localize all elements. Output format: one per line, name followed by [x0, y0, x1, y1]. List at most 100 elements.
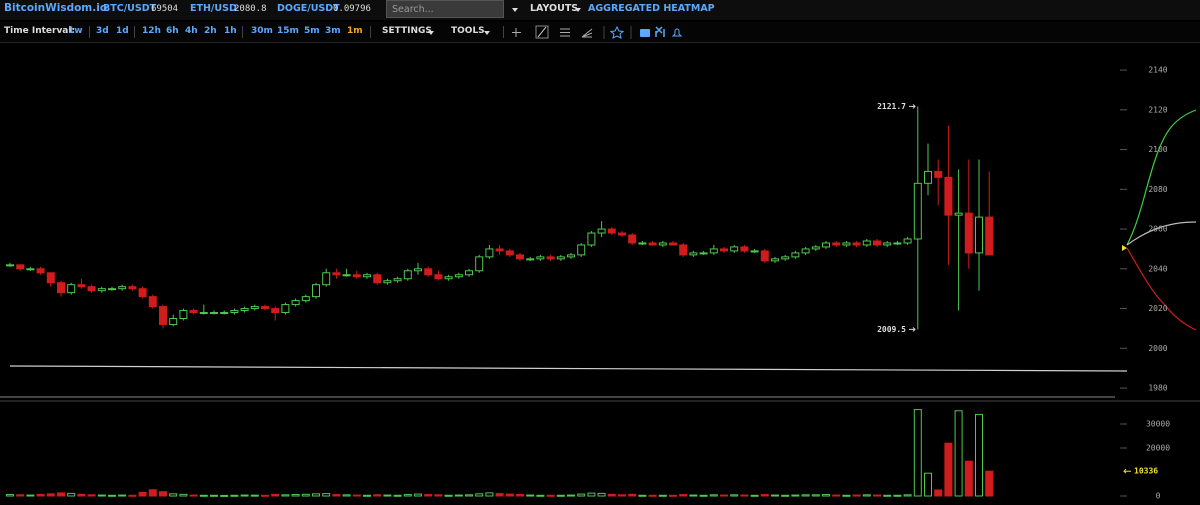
- volume-bar: [536, 494, 545, 497]
- volume-bar: [526, 494, 535, 497]
- interval-button[interactable]: 15m: [277, 26, 299, 36]
- volume-bar: [281, 494, 290, 497]
- volume-bar: [475, 493, 484, 497]
- volume-bar: [57, 492, 65, 497]
- y-tick-label: 2020: [1148, 304, 1167, 313]
- volume-bar: [138, 491, 147, 497]
- candle-body: [689, 252, 698, 256]
- interval-button[interactable]: 1d: [116, 26, 129, 36]
- volume-tick-label: 20000: [1146, 444, 1170, 453]
- interval-button[interactable]: 1m: [347, 26, 363, 36]
- candle-body: [505, 250, 514, 256]
- candle-body: [679, 244, 688, 256]
- volume-bar: [760, 494, 769, 497]
- volume-bar: [607, 493, 616, 497]
- volume-bar: [873, 494, 881, 497]
- volume-bar: [261, 494, 269, 497]
- volume-bar: [618, 494, 626, 497]
- volume-bar: [862, 494, 871, 497]
- candle-body: [128, 286, 137, 290]
- search-box[interactable]: Search...: [386, 0, 504, 18]
- candle-body: [567, 254, 575, 258]
- interval-button[interactable]: 30m: [251, 26, 273, 36]
- price-annotation: 2009.5: [877, 325, 906, 334]
- candle-body: [985, 216, 994, 256]
- camera-icon[interactable]: [640, 29, 650, 37]
- volume-bar: [516, 494, 524, 497]
- crosshair-icon[interactable]: [512, 28, 521, 37]
- toolbar: Time Interval: SETTINGS TOOLS 1w 3d 1d 12h 6…: [0, 22, 1200, 43]
- volume-bar: [720, 494, 728, 497]
- hline-icon[interactable]: [560, 28, 570, 37]
- alert-icon[interactable]: [671, 28, 683, 37]
- ticker-pair[interactable]: ETH/USD: [190, 3, 237, 14]
- candle-body: [424, 268, 433, 276]
- volume-bar: [842, 494, 851, 497]
- fib-icon[interactable]: [581, 28, 593, 38]
- candle-body: [720, 248, 728, 252]
- interval-button[interactable]: 2h: [204, 26, 217, 36]
- candle-body: [709, 248, 718, 254]
- brand[interactable]: BitcoinWisdom.io: [4, 2, 108, 14]
- candle-body: [97, 288, 106, 292]
- candle-body: [771, 258, 779, 262]
- volume-bar: [322, 493, 331, 497]
- candle-body: [740, 246, 749, 252]
- volume-tick-label: 30000: [1146, 420, 1170, 429]
- heatmap-link[interactable]: AGGREGATED HEATMAP: [588, 3, 715, 14]
- volume-bar: [118, 494, 127, 497]
- candle-body: [536, 256, 545, 260]
- candle-body: [750, 250, 759, 253]
- candle-body: [862, 240, 871, 246]
- interval-button[interactable]: 1w: [68, 26, 83, 36]
- y-tick-label: 2100: [1148, 145, 1167, 154]
- volume-bar: [159, 491, 167, 497]
- interval-button[interactable]: 1h: [224, 26, 237, 36]
- candle-body: [975, 216, 983, 254]
- volume-bar: [893, 494, 902, 497]
- favorite-icon[interactable]: [609, 25, 625, 39]
- candle-body: [760, 250, 769, 262]
- volume-bar: [669, 494, 677, 497]
- volume-bar: [832, 494, 841, 497]
- interval-button[interactable]: 12h: [142, 26, 161, 36]
- interval-button[interactable]: 6h: [166, 26, 179, 36]
- candle-body: [220, 312, 229, 315]
- volume-bar: [903, 494, 912, 497]
- y-tick-label: 2040: [1148, 264, 1167, 273]
- candle-body: [363, 274, 371, 278]
- candle-body: [138, 288, 147, 298]
- volume-bar: [546, 494, 555, 497]
- dropdown-caret[interactable]: [512, 8, 518, 12]
- ticker-pair[interactable]: DOGE/USDT: [277, 3, 340, 14]
- volume-bar: [352, 494, 361, 497]
- candle-body: [638, 242, 647, 245]
- tools-menu[interactable]: TOOLS: [451, 26, 485, 36]
- line-tool-box[interactable]: [535, 25, 549, 39]
- candle-body: [108, 288, 116, 291]
- volume-bar: [556, 494, 565, 497]
- volume-bar: [414, 493, 422, 497]
- volume-bar: [87, 494, 96, 497]
- volume-bar: [210, 494, 218, 497]
- candle-body: [291, 300, 300, 306]
- volume-bar: [230, 494, 239, 497]
- dropdown-caret: [484, 31, 490, 35]
- interval-button[interactable]: 3d: [96, 26, 109, 36]
- fullscreen-icon[interactable]: [655, 26, 665, 37]
- candle-body: [883, 242, 892, 246]
- candle-body: [148, 296, 157, 308]
- candle-body: [822, 242, 830, 248]
- volume-bar: [424, 494, 433, 497]
- interval-button[interactable]: 3m: [325, 26, 341, 36]
- interval-button[interactable]: 4h: [185, 26, 198, 36]
- settings-menu[interactable]: SETTINGS: [382, 26, 432, 36]
- candle-body: [954, 212, 963, 216]
- interval-button[interactable]: 5m: [304, 26, 320, 36]
- layouts-menu[interactable]: LAYOUTS: [530, 3, 579, 14]
- volume-bar: [964, 460, 973, 497]
- candle-body: [699, 252, 708, 255]
- ticker-pair[interactable]: BTC/USDT: [103, 3, 157, 14]
- volume-bar: [434, 494, 443, 497]
- candle-body: [607, 228, 616, 234]
